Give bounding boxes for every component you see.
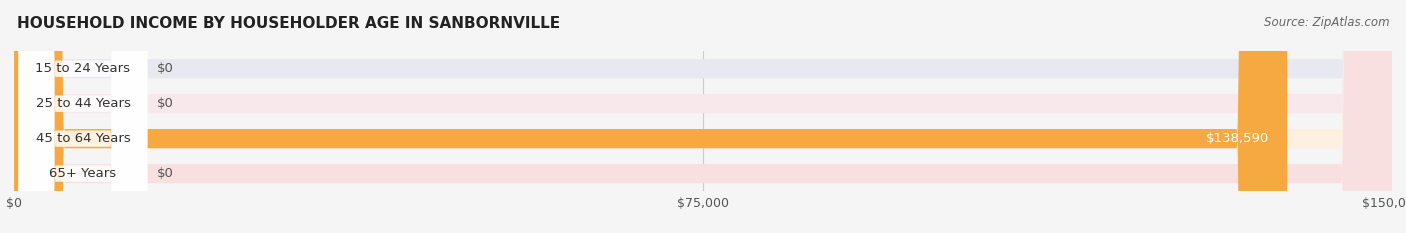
FancyBboxPatch shape [14, 0, 1392, 233]
FancyBboxPatch shape [14, 0, 1392, 233]
Text: 65+ Years: 65+ Years [49, 167, 117, 180]
Text: $0: $0 [156, 62, 173, 75]
Text: 45 to 64 Years: 45 to 64 Years [35, 132, 131, 145]
FancyBboxPatch shape [18, 0, 148, 233]
Text: 15 to 24 Years: 15 to 24 Years [35, 62, 131, 75]
FancyBboxPatch shape [18, 0, 148, 233]
Text: 25 to 44 Years: 25 to 44 Years [35, 97, 131, 110]
Text: Source: ZipAtlas.com: Source: ZipAtlas.com [1264, 16, 1389, 29]
Text: $0: $0 [156, 167, 173, 180]
FancyBboxPatch shape [14, 0, 1392, 233]
FancyBboxPatch shape [18, 0, 148, 233]
Text: $0: $0 [156, 97, 173, 110]
Text: HOUSEHOLD INCOME BY HOUSEHOLDER AGE IN SANBORNVILLE: HOUSEHOLD INCOME BY HOUSEHOLDER AGE IN S… [17, 16, 560, 31]
FancyBboxPatch shape [14, 0, 1286, 233]
FancyBboxPatch shape [14, 0, 1392, 233]
FancyBboxPatch shape [18, 0, 148, 233]
Text: $138,590: $138,590 [1205, 132, 1268, 145]
